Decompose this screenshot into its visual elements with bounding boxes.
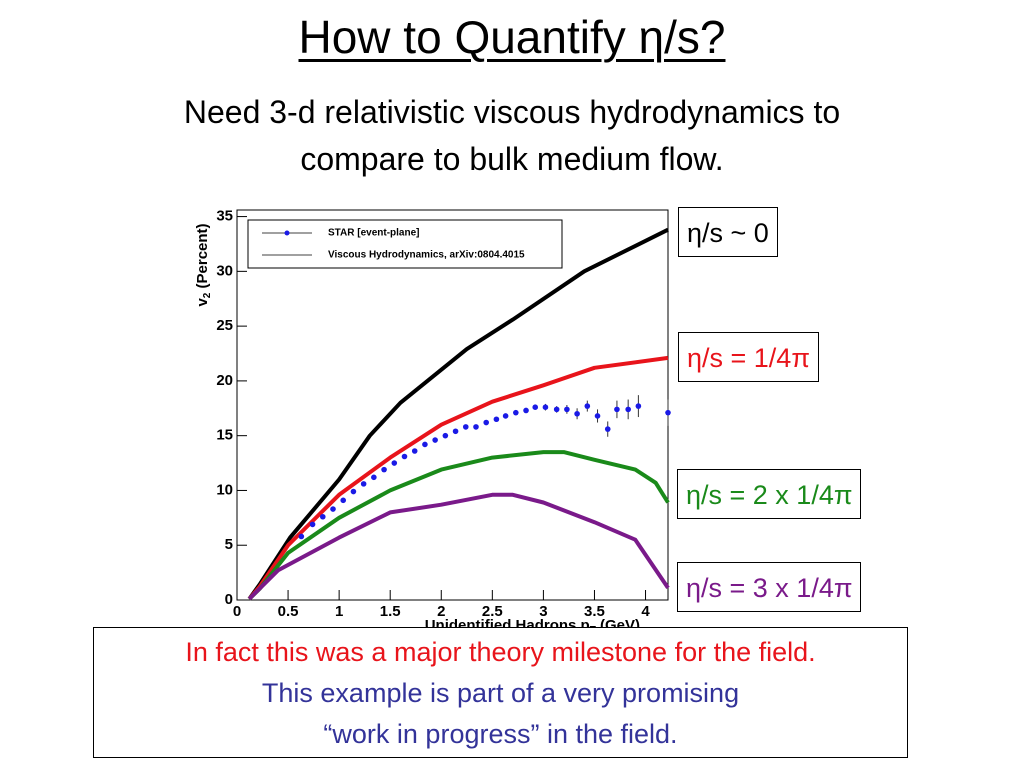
- data-point: [502, 413, 509, 419]
- x-tick-label: 3.5: [584, 603, 605, 620]
- data-point: [340, 497, 347, 504]
- model-curve: [247, 227, 669, 601]
- data-point: [594, 413, 601, 419]
- data-point: [483, 419, 490, 426]
- data-point: [462, 424, 469, 430]
- subtitle-line: Need 3-d relativistic viscous hydrodynam…: [183, 94, 841, 130]
- y-tick-label: 35: [216, 208, 233, 225]
- data-point: [330, 506, 336, 512]
- series-label: η/s ~ 0: [678, 207, 778, 257]
- data-point: [319, 513, 326, 520]
- subtitle-line: compare to bulk medium flow.: [300, 141, 724, 177]
- x-tick-label: 3: [539, 603, 547, 620]
- x-tick-label: 2.5: [482, 603, 503, 620]
- data-point: [614, 406, 620, 413]
- series-label: η/s = 2 x 1/4π: [677, 469, 862, 519]
- data-point: [422, 441, 428, 448]
- y-tick-label: 30: [216, 262, 233, 279]
- y-tick-label: 15: [216, 427, 233, 444]
- data-point: [309, 521, 316, 528]
- data-point: [523, 407, 529, 414]
- data-point: [635, 403, 642, 409]
- data-point: [411, 448, 418, 454]
- model-curve: [247, 355, 669, 601]
- callout-line: “work in progress” in the field.: [323, 719, 678, 749]
- y-tick-label: 0: [225, 591, 233, 608]
- data-point: [564, 406, 570, 413]
- data-point: [493, 416, 500, 423]
- y-axis-label-sub: 2: [202, 292, 213, 298]
- data-point: [452, 428, 459, 435]
- data-point: [360, 481, 367, 487]
- title-text: How to Quantify η/s?: [298, 11, 726, 63]
- data-point: [401, 453, 408, 460]
- legend-label: Viscous Hydrodynamics, arXiv:0804.4015: [328, 250, 525, 261]
- x-tick-label: 0.5: [278, 603, 299, 620]
- model-curve: [247, 492, 670, 601]
- x-tick-label: 1.5: [380, 603, 401, 620]
- callout-box: In fact this was a major theory mileston…: [93, 627, 908, 758]
- data-point: [532, 404, 539, 410]
- data-point: [553, 406, 560, 413]
- y-tick-label: 25: [216, 317, 233, 334]
- callout-line: In fact this was a major theory mileston…: [185, 637, 816, 667]
- legend-label: STAR [event-plane]: [328, 228, 420, 239]
- x-tick-label: 2: [437, 603, 445, 620]
- x-tick-label: 4: [641, 603, 650, 620]
- callout-line: This example is part of a very promising: [261, 678, 740, 708]
- model-curve: [247, 450, 670, 601]
- y-tick-label: 10: [216, 481, 233, 498]
- data-point: [574, 410, 580, 417]
- series-label: η/s = 1/4π: [678, 332, 819, 382]
- data-point: [298, 533, 305, 540]
- legend-marker: [284, 230, 290, 236]
- y-axis-label-rest: (Percent): [194, 223, 211, 292]
- data-point: [604, 426, 611, 432]
- data-point: [584, 403, 591, 409]
- data-point: [371, 474, 377, 481]
- y-tick-label: 20: [216, 372, 233, 389]
- data-point: [473, 424, 479, 430]
- series-label: η/s = 3 x 1/4π: [677, 562, 862, 612]
- y-axis-label-main: v: [194, 298, 211, 307]
- data-point: [513, 409, 519, 416]
- data-point: [381, 466, 387, 473]
- x-tick-label: 1: [335, 603, 343, 620]
- data-point: [542, 404, 549, 410]
- data-point: [665, 409, 671, 416]
- y-tick-label: 5: [225, 536, 233, 553]
- data-point: [350, 488, 357, 495]
- y-axis-label: v2 (Percent): [194, 223, 213, 306]
- legend-box: [247, 219, 563, 269]
- data-point: [625, 406, 631, 413]
- x-tick-label: 0: [233, 603, 241, 620]
- data-point: [391, 460, 398, 466]
- slide-title: How to Quantify η/s?: [0, 10, 1024, 64]
- data-point: [432, 437, 438, 443]
- data-point: [442, 432, 449, 439]
